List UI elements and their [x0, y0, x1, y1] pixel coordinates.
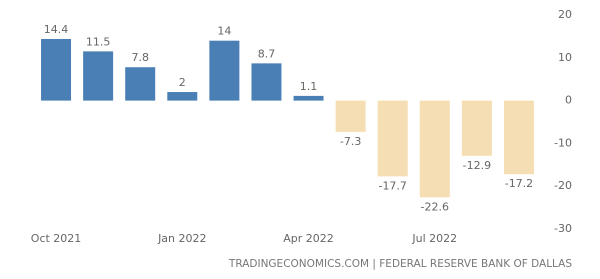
value-label: 2: [179, 76, 186, 89]
value-label: -17.2: [505, 177, 533, 190]
value-label: 8.7: [258, 47, 276, 60]
y-tick-label: 10: [558, 51, 572, 64]
bar: [293, 95, 324, 101]
y-tick-label: -10: [554, 136, 572, 149]
x-tick-label: Jul 2022: [411, 232, 457, 245]
source-note: TRADINGECONOMICS.COM | FEDERAL RESERVE B…: [228, 258, 572, 270]
bar: [251, 63, 282, 101]
bar: [503, 100, 534, 175]
y-tick-label: -30: [554, 222, 572, 235]
value-label: 11.5: [86, 35, 111, 48]
bar: [41, 38, 72, 101]
x-tick-label: Jan 2022: [157, 232, 206, 245]
bar: [167, 92, 198, 101]
y-tick-label: -20: [554, 179, 572, 192]
bar: [335, 100, 366, 132]
bar: [125, 67, 156, 101]
bar: [209, 40, 240, 101]
y-tick-label: 0: [565, 94, 572, 107]
bar: [419, 100, 450, 198]
x-tick-label: Apr 2022: [283, 232, 334, 245]
bar: [377, 100, 408, 177]
value-label: 14: [217, 25, 231, 38]
value-label: -12.9: [463, 159, 491, 172]
x-tick-label: Oct 2021: [31, 232, 82, 245]
value-label: -22.6: [421, 200, 449, 213]
bar: [461, 100, 492, 156]
y-tick-label: 20: [558, 8, 572, 21]
value-label: -7.3: [340, 135, 361, 148]
value-label: 1.1: [300, 80, 318, 93]
value-label: 7.8: [131, 51, 149, 64]
bar: [83, 51, 114, 101]
value-label: 14.4: [44, 23, 69, 36]
value-label: -17.7: [378, 179, 406, 192]
